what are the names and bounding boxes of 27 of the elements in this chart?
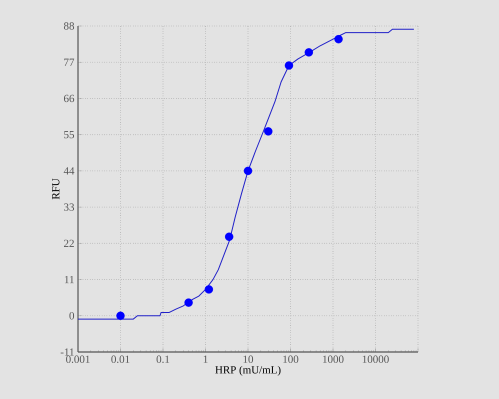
point — [224, 232, 234, 241]
x-tick-label: 0.001 — [66, 356, 90, 363]
point — [244, 166, 252, 176]
point — [284, 61, 294, 70]
point — [304, 48, 314, 57]
point — [204, 285, 214, 294]
x-tick-label: 1000 — [323, 356, 344, 363]
y-tick-label: -11 — [60, 348, 74, 356]
y-tick-label: 44 — [64, 167, 74, 174]
y-tick-label: 0 — [69, 312, 74, 320]
y-tick-label: 55 — [64, 131, 74, 138]
y-tick-label: 33 — [64, 203, 74, 211]
point — [264, 127, 272, 136]
y-tick-label: 22 — [64, 240, 74, 247]
x-tick-label: 0.1 — [156, 356, 170, 363]
y-tick-label: 66 — [64, 94, 74, 102]
point — [184, 298, 193, 307]
x-axis-title: HRP (mU/mL) — [215, 366, 281, 376]
x-tick-label: 100 — [283, 356, 298, 363]
x-tick-label: 1 — [204, 356, 208, 363]
y-tick-label: 77 — [64, 58, 74, 66]
y-tick-label: 88 — [64, 22, 74, 30]
x-tick-label: 0.01 — [111, 356, 130, 363]
y-tick-label: 11 — [64, 276, 74, 284]
x-tick-label: 10000 — [362, 356, 389, 363]
x-tick-label: 10 — [243, 356, 254, 363]
y-axis-title: RFU — [52, 178, 60, 200]
